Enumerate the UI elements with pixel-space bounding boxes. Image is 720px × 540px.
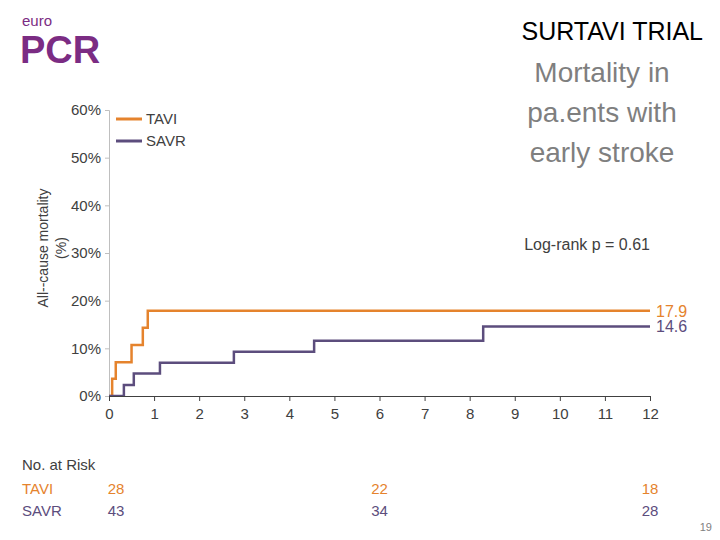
x-tick: 1 [150, 396, 158, 422]
x-tick-label: 10 [552, 405, 569, 422]
x-tick-mark [199, 396, 200, 401]
x-tick: 3 [241, 396, 249, 422]
x-tick-label: 5 [331, 405, 339, 422]
x-tick-mark [605, 396, 606, 401]
y-tick-label: 20% [71, 292, 101, 309]
y-tick: 60% [71, 101, 109, 118]
y-axis-line [105, 111, 110, 397]
x-tick-mark [334, 396, 335, 401]
subtitle: pa.ents with [527, 97, 676, 128]
x-tick: 10 [552, 396, 569, 422]
legend-swatch [116, 140, 142, 143]
legend-label: SAVR [146, 132, 186, 149]
y-tick-label: 60% [71, 101, 101, 118]
x-tick: 8 [466, 396, 474, 422]
y-tick-label: 50% [71, 149, 101, 166]
y-tick-mark [105, 110, 109, 111]
x-tick: 11 [598, 396, 614, 422]
x-tick-mark [515, 396, 516, 401]
y-axis: 0% 10% 20% 30% 40% 50% 60% [71, 101, 110, 404]
x-tick-label: 9 [511, 405, 519, 422]
x-axis-line [110, 397, 651, 402]
legend-swatch [116, 118, 142, 121]
subtitle: Mortality in [534, 57, 669, 88]
x-tick-label: 6 [376, 405, 384, 422]
y-tick-mark [105, 348, 109, 349]
x-tick-mark [244, 396, 245, 401]
plot-lines [109, 311, 650, 396]
y-tick: 50% [71, 149, 109, 166]
y-tick: 20% [71, 292, 109, 309]
x-tick-mark [109, 396, 110, 401]
y-tick: 40% [71, 197, 109, 214]
x-tick-mark [560, 396, 561, 401]
x-tick-label: 0 [105, 405, 113, 422]
y-tick-mark [105, 253, 109, 254]
y-tick: 10% [71, 340, 109, 357]
y-tick-label: 10% [71, 340, 101, 357]
risk-value: 22 [371, 480, 388, 497]
x-tick-mark [289, 396, 290, 401]
y-tick-mark [105, 205, 109, 206]
x-tick: 4 [286, 396, 294, 422]
y-tick-label: 0% [79, 387, 101, 404]
y-tick-mark [105, 301, 109, 302]
x-tick: 12 [642, 396, 659, 422]
risk-value: 28 [108, 480, 125, 497]
x-tick-mark [470, 396, 471, 401]
value-label: 17.9 [656, 303, 687, 320]
risk-value: 43 [108, 502, 125, 519]
y-axis-title: (%) [53, 237, 69, 259]
x-tick-label: 11 [598, 405, 614, 422]
risk-row-name: TAVI [22, 480, 53, 497]
title: SURTAVI TRIAL [521, 17, 703, 45]
risk-table-title: No. at Risk [22, 456, 96, 473]
x-tick-label: 8 [466, 405, 474, 422]
x-axis: 0123456789101112 [105, 396, 659, 422]
risk-value: 28 [642, 502, 659, 519]
y-tick-mark [105, 396, 109, 397]
y-tick: 30% [71, 244, 109, 261]
annotation: Log-rank p = 0.61 [524, 236, 650, 253]
x-tick-mark [650, 396, 651, 401]
km-line [109, 311, 650, 396]
y-tick-mark [105, 158, 109, 159]
x-tick-label: 1 [150, 405, 158, 422]
risk-value: 34 [371, 502, 388, 519]
x-tick-label: 12 [642, 405, 659, 422]
x-tick: 7 [421, 396, 429, 422]
x-tick-label: 3 [241, 405, 249, 422]
x-tick: 5 [331, 396, 339, 422]
x-tick-mark [380, 396, 381, 401]
x-tick: 9 [511, 396, 519, 422]
page-number: 19 [700, 521, 712, 533]
logo-small: euro [22, 12, 52, 29]
logo-main: PCR [20, 29, 100, 71]
x-tick: 6 [376, 396, 384, 422]
x-tick: 0 [105, 396, 113, 422]
risk-value: 18 [642, 480, 659, 497]
legend-label: TAVI [146, 110, 177, 127]
risk-row-name: SAVR [22, 502, 62, 519]
x-tick-label: 4 [286, 405, 294, 422]
y-tick-label: 40% [71, 197, 101, 214]
x-tick-label: 7 [421, 405, 429, 422]
chart: euroPCR SURTAVI TRIAL Mortality in pa.ents … [0, 0, 720, 540]
x-tick-mark [425, 396, 426, 401]
x-tick-label: 2 [195, 405, 203, 422]
y-tick-label: 30% [71, 244, 101, 261]
subtitle: early stroke [530, 137, 675, 168]
value-label: 14.6 [656, 318, 687, 335]
km-line [109, 326, 650, 396]
x-tick: 2 [195, 396, 203, 422]
y-axis-title: All-‐cause mortality [35, 188, 51, 307]
x-tick-mark [154, 396, 155, 401]
y-tick: 0% [79, 387, 109, 404]
